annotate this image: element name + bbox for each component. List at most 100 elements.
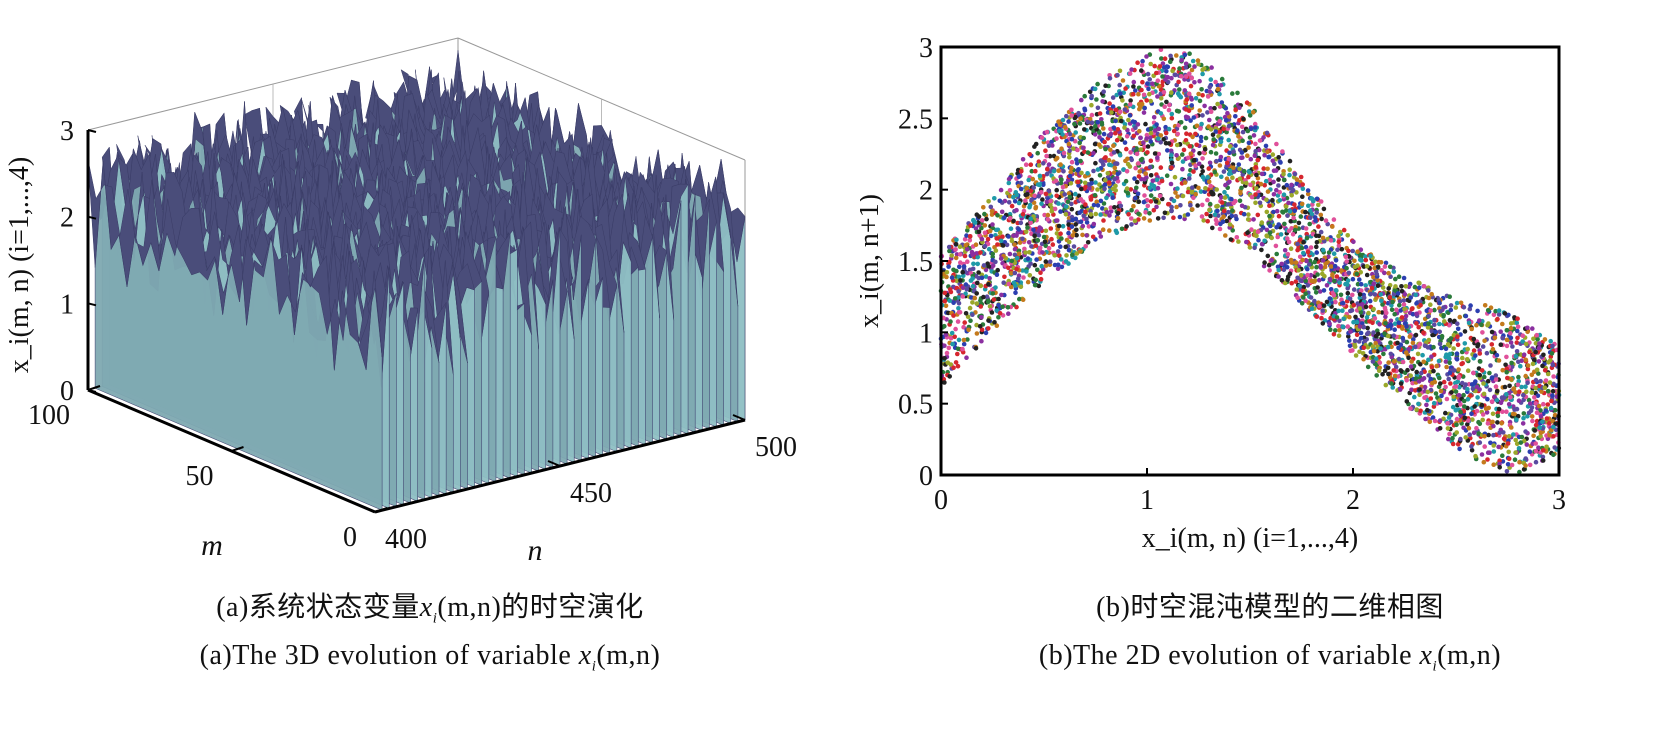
scatter-point — [1296, 220, 1302, 226]
scatter-point — [1347, 338, 1352, 343]
scatter-point — [1023, 229, 1029, 235]
scatter-point — [1286, 239, 1292, 245]
scatter-point — [1404, 399, 1410, 404]
scatter-point — [1504, 392, 1509, 397]
scatter-point — [1359, 302, 1365, 307]
scatter-point — [998, 187, 1004, 193]
scatter-point — [1523, 429, 1528, 434]
scatter-point — [963, 243, 969, 248]
scatter-point — [1075, 179, 1081, 185]
scatter-point — [1054, 193, 1059, 199]
scatter-point — [1176, 123, 1181, 128]
scatter-point — [1175, 194, 1180, 199]
scatter-point — [1485, 396, 1490, 402]
scatter-point — [1097, 182, 1102, 187]
scatter-point — [986, 282, 991, 287]
scatter-point — [969, 295, 974, 300]
scatter-point — [1423, 416, 1428, 422]
scatter-point — [1453, 380, 1458, 386]
scatter-point — [976, 214, 982, 219]
scatter-point — [1252, 125, 1258, 130]
scatter-point — [1191, 195, 1196, 201]
scatter-point — [1169, 75, 1174, 81]
scatter-point — [1192, 80, 1197, 85]
scatter-point — [1193, 131, 1198, 137]
scatter-point — [1056, 223, 1062, 229]
scatter-point — [1455, 321, 1460, 327]
scatter-point — [1371, 348, 1377, 354]
scatter-point — [946, 345, 952, 351]
scatter-point — [1252, 153, 1258, 158]
scatter-point — [1210, 191, 1215, 197]
scatter-point — [1059, 236, 1064, 241]
scatter-point — [1323, 261, 1328, 266]
scatter-point — [1320, 271, 1325, 277]
scatter-point — [1314, 244, 1319, 250]
scatter-point — [1361, 295, 1367, 301]
scatter-point — [1078, 116, 1083, 121]
scatter-point — [1426, 288, 1431, 293]
scatter-point — [1077, 121, 1083, 126]
scatter-point — [974, 291, 979, 296]
scatter-point — [1523, 357, 1529, 363]
scatter-point — [1491, 432, 1496, 438]
scatter-point — [1416, 379, 1422, 384]
scatter-point — [1047, 153, 1053, 159]
scatter-point — [1404, 378, 1409, 383]
scatter-point — [965, 247, 970, 252]
scatter-point — [1415, 351, 1421, 357]
scatter-point — [1266, 262, 1272, 268]
scatter-point — [1257, 200, 1263, 206]
scatter-point — [1125, 156, 1130, 162]
scatter-point — [1060, 117, 1066, 123]
scatter-point — [1152, 151, 1158, 156]
scatter-point — [1161, 90, 1167, 95]
scatter-point — [1201, 218, 1206, 223]
scatter-point — [1070, 252, 1075, 258]
scatter-point — [1062, 192, 1067, 197]
scatter-point — [1475, 395, 1480, 400]
scatter-point — [1155, 185, 1161, 191]
scatter-point — [960, 346, 965, 352]
chart-2d-scatter: 0 1 2 300.511.522.53x_i(m, n) (i=1,...,4)x_… — [854, 33, 1566, 554]
scatter-point — [1336, 333, 1342, 339]
scatter-point — [1174, 53, 1179, 58]
scatter-point — [1451, 319, 1457, 325]
scatter-point — [1104, 195, 1109, 201]
scatter-point — [973, 346, 979, 351]
scatter-point — [1122, 107, 1128, 112]
scatter-point — [1443, 384, 1448, 390]
scatter-point — [1054, 231, 1060, 236]
front-box-edges — [86, 129, 746, 514]
scatter-point — [1447, 360, 1452, 366]
scatter-point — [1120, 98, 1125, 103]
scatter-point — [1148, 126, 1154, 131]
scatter-point — [1396, 345, 1401, 351]
scatter-point — [1448, 336, 1454, 341]
scatter-point — [1238, 191, 1243, 196]
scatter-point — [1545, 371, 1551, 377]
scatter-point — [1357, 324, 1363, 329]
scatter-point — [1482, 444, 1487, 449]
scatter-point — [1143, 171, 1148, 176]
scatter-point — [944, 350, 950, 356]
scatter-point — [1482, 303, 1488, 308]
scatter-point — [1431, 368, 1436, 374]
scatter-point — [1174, 204, 1179, 210]
scatter-point — [1077, 140, 1082, 146]
scatter-point — [1380, 372, 1385, 377]
scatter-point — [1477, 359, 1483, 364]
scatter-point — [1480, 330, 1485, 335]
scatter-point — [1235, 128, 1240, 133]
scatter-point — [1025, 279, 1031, 285]
scatter-point — [1540, 419, 1545, 425]
scatter-point — [974, 322, 979, 328]
scatter-point — [1273, 168, 1279, 173]
scatter-point — [1431, 400, 1437, 406]
z-tick — [87, 215, 97, 220]
scatter-point — [1147, 211, 1152, 216]
scatter-point — [1533, 341, 1539, 346]
scatter-point — [1371, 330, 1376, 335]
scatter-point — [1110, 195, 1115, 200]
scatter-point — [1026, 177, 1031, 183]
